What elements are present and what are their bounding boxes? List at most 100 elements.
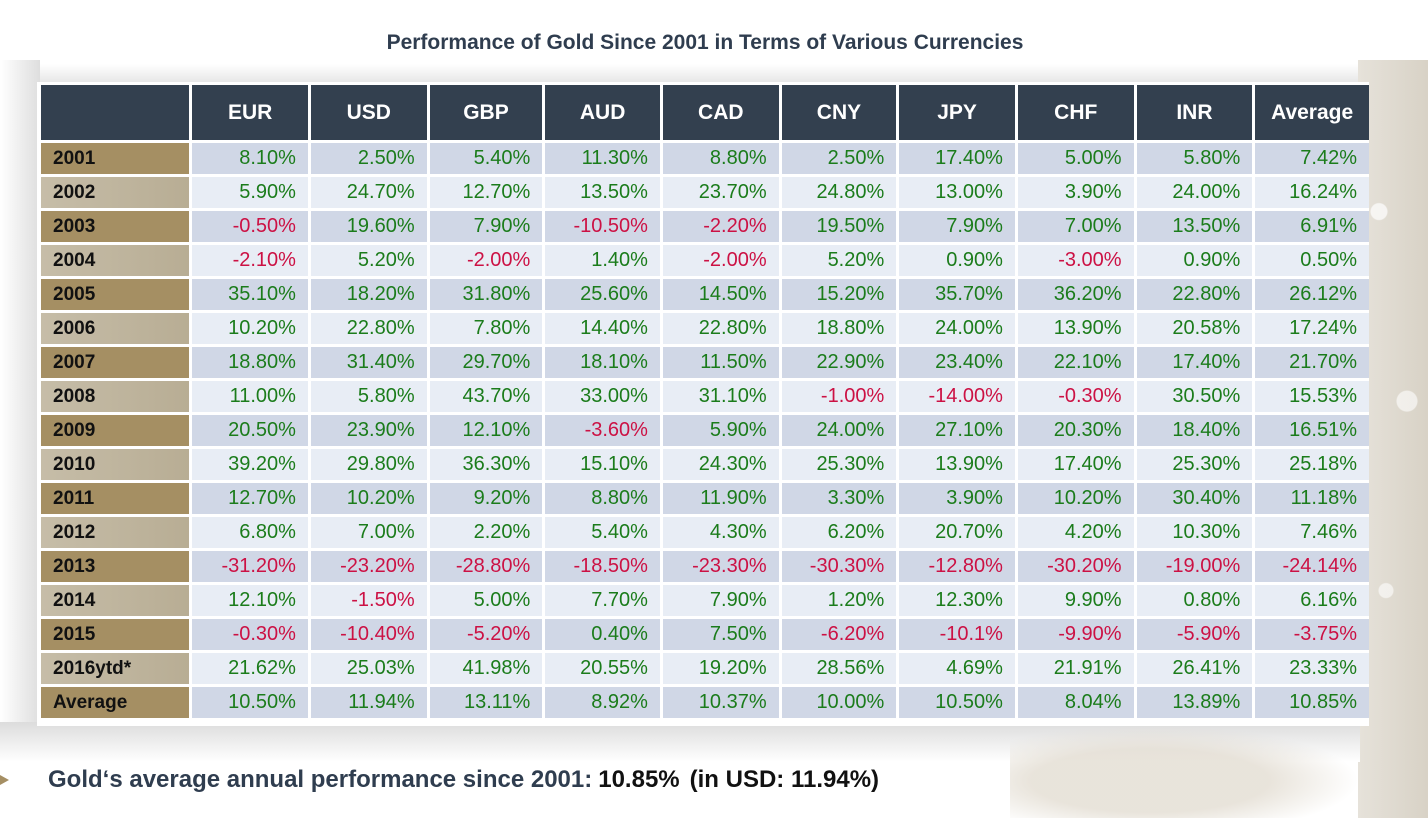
value-cell-average: 6.16% — [1255, 585, 1369, 616]
column-header-average: Average — [1255, 85, 1369, 140]
value-cell-cny: 28.56% — [781, 653, 897, 684]
value-cell-usd: 10.20% — [310, 483, 427, 514]
value-cell-chf: -30.20% — [1017, 551, 1134, 582]
value-cell-aud: 25.60% — [545, 279, 660, 310]
value-cell-average: 25.18% — [1255, 449, 1369, 480]
column-header-jpy: JPY — [899, 85, 1015, 140]
value-cell-chf: 20.30% — [1017, 415, 1134, 446]
row-label: 2010 — [41, 449, 190, 480]
value-cell-jpy: 23.40% — [899, 347, 1015, 378]
table-row: 2012 6.80% 7.00% 2.20% 5.40% 4.30% 6.20% 20.70%… — [41, 517, 1369, 548]
value-cell-cad: 24.30% — [662, 449, 779, 480]
value-cell-eur: 20.50% — [192, 415, 308, 446]
value-cell-gbp: 13.11% — [429, 687, 543, 718]
value-cell-cad: 31.10% — [662, 381, 779, 412]
value-cell-usd: 2.50% — [310, 143, 427, 174]
value-cell-eur: 12.10% — [192, 585, 308, 616]
value-cell-eur: -2.10% — [192, 245, 308, 276]
table-row: 2015 -0.30% -10.40% -5.20% 0.40% 7.50% -6.20% -… — [41, 619, 1369, 650]
column-header-cad: CAD — [662, 85, 779, 140]
value-cell-chf: 22.10% — [1017, 347, 1134, 378]
value-cell-usd: 29.80% — [310, 449, 427, 480]
table-row: 2013 -31.20% -23.20% -28.80% -18.50% -23.30% -… — [41, 551, 1369, 582]
value-cell-cny: 15.20% — [781, 279, 897, 310]
value-cell-cny: 22.90% — [781, 347, 897, 378]
caption-usd-note: (in USD: 11.94%) — [689, 766, 880, 793]
table-row: 2004 -2.10% 5.20% -2.00% 1.40% -2.00% 5.20% 0.9… — [41, 245, 1369, 276]
performance-table: EUR USD GBP AUD CAD CNY JPY CHF INR Average 2001 8… — [38, 82, 1372, 721]
value-cell-cny: 6.20% — [781, 517, 897, 548]
value-cell-aud: 0.40% — [545, 619, 660, 650]
value-cell-average: 16.24% — [1255, 177, 1369, 208]
value-cell-jpy: 13.90% — [899, 449, 1015, 480]
value-cell-gbp: 43.70% — [429, 381, 543, 412]
value-cell-jpy: 3.90% — [899, 483, 1015, 514]
value-cell-gbp: 5.40% — [429, 143, 543, 174]
value-cell-gbp: 29.70% — [429, 347, 543, 378]
value-cell-cny: 25.30% — [781, 449, 897, 480]
row-label: 2004 — [41, 245, 190, 276]
value-cell-inr: 24.00% — [1136, 177, 1253, 208]
value-cell-eur: 11.00% — [192, 381, 308, 412]
value-cell-average: 15.53% — [1255, 381, 1369, 412]
value-cell-eur: 21.62% — [192, 653, 308, 684]
value-cell-cad: 4.30% — [662, 517, 779, 548]
value-cell-usd: 5.20% — [310, 245, 427, 276]
column-header-inr: INR — [1136, 85, 1253, 140]
value-cell-aud: 14.40% — [545, 313, 660, 344]
value-cell-eur: 5.90% — [192, 177, 308, 208]
value-cell-average: 21.70% — [1255, 347, 1369, 378]
value-cell-jpy: 7.90% — [899, 211, 1015, 242]
value-cell-usd: 7.00% — [310, 517, 427, 548]
table-row: 2001 8.10% 2.50% 5.40% 11.30% 8.80% 2.50% 17.40… — [41, 143, 1369, 174]
value-cell-cny: -30.30% — [781, 551, 897, 582]
value-cell-cad: 14.50% — [662, 279, 779, 310]
background-map-shape — [1010, 725, 1360, 818]
value-cell-inr: 22.80% — [1136, 279, 1253, 310]
value-cell-usd: 25.03% — [310, 653, 427, 684]
value-cell-aud: 11.30% — [545, 143, 660, 174]
value-cell-average: 6.91% — [1255, 211, 1369, 242]
value-cell-cny: 19.50% — [781, 211, 897, 242]
value-cell-jpy: -14.00% — [899, 381, 1015, 412]
value-cell-gbp: -2.00% — [429, 245, 543, 276]
value-cell-cny: 10.00% — [781, 687, 897, 718]
row-label: 2007 — [41, 347, 190, 378]
table-row: Average 10.50% 11.94% 13.11% 8.92% 10.37% 10.0… — [41, 687, 1369, 718]
value-cell-aud: 1.40% — [545, 245, 660, 276]
value-cell-cny: -6.20% — [781, 619, 897, 650]
value-cell-aud: 20.55% — [545, 653, 660, 684]
value-cell-jpy: 13.00% — [899, 177, 1015, 208]
background-band — [0, 64, 1428, 86]
value-cell-chf: 3.90% — [1017, 177, 1134, 208]
row-label: 2002 — [41, 177, 190, 208]
value-cell-usd: 23.90% — [310, 415, 427, 446]
value-cell-cny: 3.30% — [781, 483, 897, 514]
value-cell-average: 11.18% — [1255, 483, 1369, 514]
row-label: 2001 — [41, 143, 190, 174]
value-cell-eur: 12.70% — [192, 483, 308, 514]
value-cell-jpy: -10.1% — [899, 619, 1015, 650]
value-cell-jpy: 27.10% — [899, 415, 1015, 446]
value-cell-inr: 20.58% — [1136, 313, 1253, 344]
value-cell-usd: 24.70% — [310, 177, 427, 208]
value-cell-cad: 22.80% — [662, 313, 779, 344]
value-cell-average: 7.42% — [1255, 143, 1369, 174]
table-row: 2008 11.00% 5.80% 43.70% 33.00% 31.10% -1.00% -… — [41, 381, 1369, 412]
value-cell-aud: 8.92% — [545, 687, 660, 718]
value-cell-inr: 13.89% — [1136, 687, 1253, 718]
value-cell-usd: 31.40% — [310, 347, 427, 378]
value-cell-eur: 6.80% — [192, 517, 308, 548]
column-header-gbp: GBP — [429, 85, 543, 140]
row-label: 2015 — [41, 619, 190, 650]
value-cell-chf: 8.04% — [1017, 687, 1134, 718]
value-cell-cad: 7.90% — [662, 585, 779, 616]
value-cell-inr: 0.90% — [1136, 245, 1253, 276]
value-cell-inr: 18.40% — [1136, 415, 1253, 446]
value-cell-chf: -9.90% — [1017, 619, 1134, 650]
value-cell-chf: 13.90% — [1017, 313, 1134, 344]
value-cell-chf: 36.20% — [1017, 279, 1134, 310]
value-cell-gbp: 31.80% — [429, 279, 543, 310]
caption-text: Gold‘s average annual performance since … — [48, 766, 593, 793]
value-cell-average: 16.51% — [1255, 415, 1369, 446]
